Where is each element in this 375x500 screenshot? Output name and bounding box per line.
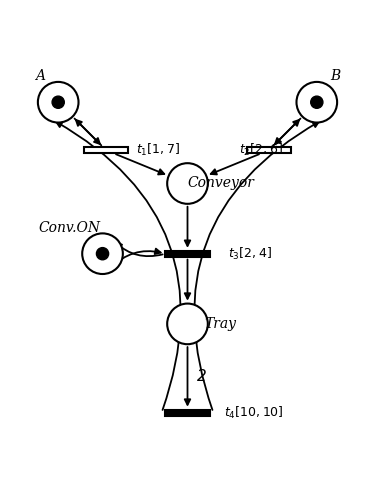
Text: 2: 2 — [197, 370, 207, 384]
Text: Conv.ON: Conv.ON — [38, 221, 100, 235]
Text: $t_3[2, 4]$: $t_3[2, 4]$ — [228, 246, 272, 262]
Circle shape — [167, 163, 208, 204]
Text: Tray: Tray — [205, 317, 237, 331]
Bar — [165, 250, 210, 256]
Circle shape — [82, 234, 123, 274]
Text: Conveyor: Conveyor — [188, 176, 254, 190]
Text: $t_4[10, 10]$: $t_4[10, 10]$ — [225, 404, 284, 420]
Circle shape — [38, 82, 78, 122]
Text: $t_1[1, 7]$: $t_1[1, 7]$ — [136, 142, 180, 158]
Circle shape — [167, 304, 208, 344]
Circle shape — [96, 248, 109, 260]
Circle shape — [297, 82, 337, 122]
Bar — [165, 410, 210, 416]
Circle shape — [311, 96, 323, 108]
Text: B: B — [330, 70, 340, 84]
Bar — [247, 148, 291, 153]
Bar — [84, 148, 128, 153]
Text: $t_2[2, 6]$: $t_2[2, 6]$ — [239, 142, 283, 158]
Circle shape — [52, 96, 64, 108]
Text: A: A — [35, 70, 45, 84]
